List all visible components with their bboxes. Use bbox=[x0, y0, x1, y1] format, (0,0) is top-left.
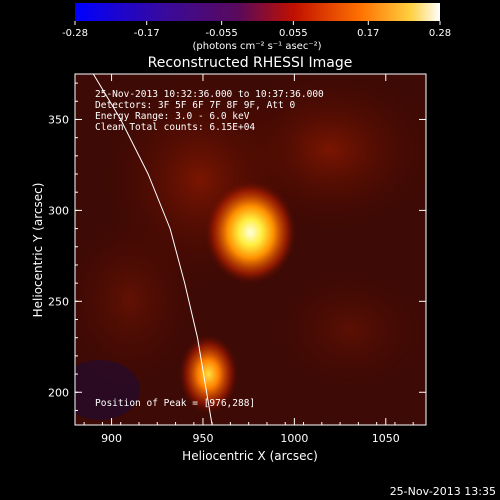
x-tick-label: 1050 bbox=[372, 432, 400, 445]
heatmap-image bbox=[75, 74, 426, 425]
footer-timestamp: 25-Nov-2013 13:35 bbox=[390, 485, 496, 498]
colorbar-tick-label: 0.055 bbox=[279, 28, 308, 39]
colorbar bbox=[75, 3, 440, 21]
y-tick-label: 200 bbox=[48, 386, 69, 399]
x-tick-label: 950 bbox=[192, 432, 213, 445]
y-tick-label: 250 bbox=[48, 295, 69, 308]
colorbar-tick-label: -0.17 bbox=[134, 28, 160, 39]
plot-frame bbox=[74, 73, 427, 426]
colorbar-tick-label: -0.28 bbox=[62, 28, 88, 39]
annotation-energy: Energy Range: 3.0 - 6.0 keV bbox=[95, 111, 250, 122]
axis-ticks: 900 950 1000 1050 200 250 300 350 bbox=[48, 74, 426, 445]
x-axis-label: Heliocentric X (arcsec) bbox=[182, 449, 318, 463]
annotation-peak-position: Position of Peak = [976,288] bbox=[95, 398, 255, 409]
x-tick-label: 1000 bbox=[280, 432, 308, 445]
colorbar-tick-label: 0.17 bbox=[357, 28, 379, 39]
y-axis-label: Heliocentric Y (arcsec) bbox=[31, 183, 45, 318]
sources-layer bbox=[178, 180, 297, 415]
y-tick-label: 350 bbox=[48, 113, 69, 126]
colorbar-tick-label: 0.28 bbox=[429, 28, 451, 39]
solar-limb-line bbox=[92, 74, 213, 425]
colorbar-tick-label: -0.055 bbox=[206, 28, 238, 39]
colorbar-ticks: -0.28 -0.17 -0.055 0.055 0.17 0.28 bbox=[62, 21, 451, 39]
chart-title: Reconstructed RHESSI Image bbox=[148, 55, 353, 71]
annotation-detectors: Detectors: 3F 5F 6F 7F 8F 9F, Att 0 bbox=[95, 100, 295, 111]
primary-source bbox=[204, 180, 297, 285]
annotation-clean: Clean Total counts: 6.15E+04 bbox=[95, 122, 255, 133]
colorbar-unit-label: (photons cm⁻² s⁻¹ asec⁻²) bbox=[192, 41, 321, 52]
secondary-source bbox=[178, 334, 239, 415]
annotation-time-range: 25-Nov-2013 10:32:36.000 to 10:37:36.000 bbox=[95, 89, 324, 100]
y-tick-label: 300 bbox=[48, 204, 69, 217]
x-tick-label: 900 bbox=[101, 432, 122, 445]
